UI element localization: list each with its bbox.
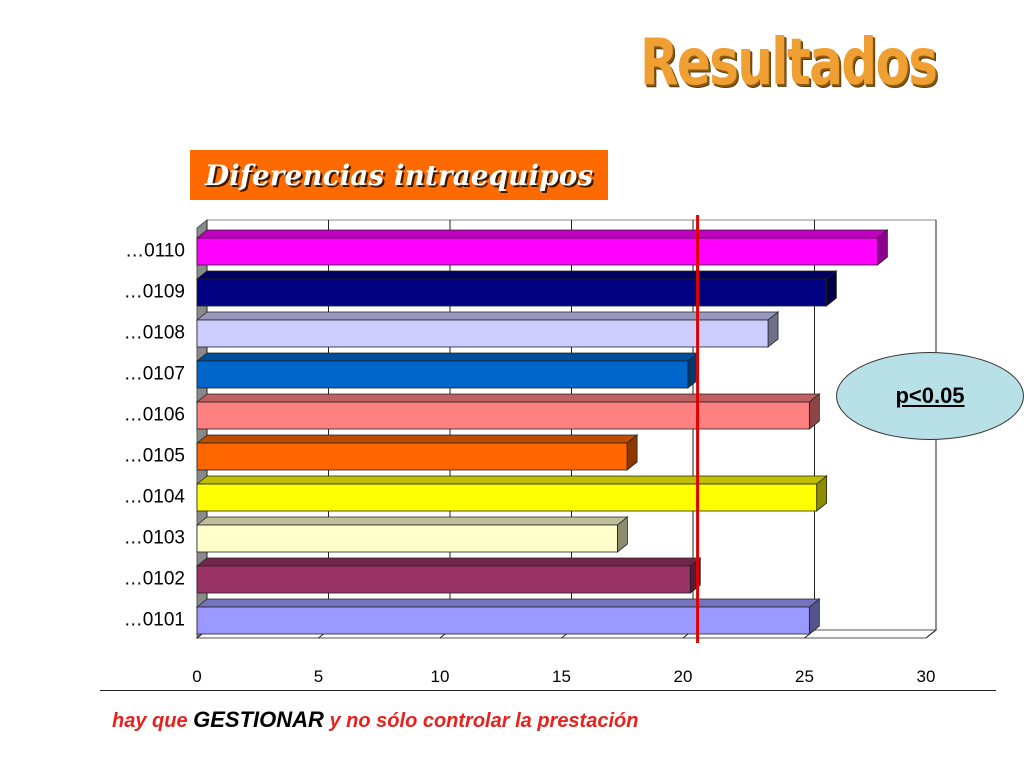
bar-top — [195, 270, 838, 280]
y-tick-label: …0103 — [124, 528, 185, 549]
bar-top — [195, 229, 889, 239]
bar-top — [195, 475, 828, 485]
y-tick-label: …0109 — [124, 282, 185, 303]
x-tick-label: 0 — [192, 667, 201, 686]
bar — [196, 401, 810, 430]
chart-subtitle: Diferencias intraequipos — [204, 158, 594, 192]
bar — [196, 565, 691, 594]
bar-top — [195, 434, 639, 444]
bar-top — [195, 557, 702, 567]
bar — [196, 278, 827, 307]
footer-text: hay que GESTIONAR y no sólo controlar la… — [112, 707, 638, 733]
x-tick-label: 10 — [431, 667, 450, 686]
y-tick-label: …0106 — [124, 405, 185, 426]
subtitle-box: Diferencias intraequipos — [190, 150, 608, 200]
bar-top — [195, 516, 629, 526]
bar — [196, 319, 769, 348]
y-tick-label: …0110 — [125, 241, 185, 262]
x-tick-label: 25 — [795, 667, 814, 686]
bar — [196, 237, 878, 266]
x-tick-label: 15 — [552, 667, 571, 686]
bar — [196, 360, 689, 389]
y-tick-label: …0102 — [124, 569, 185, 590]
bar-top — [195, 598, 821, 608]
significance-ellipse: p<0.05 — [836, 352, 1024, 440]
y-tick-label: …0108 — [124, 323, 185, 344]
y-tick-label: …0107 — [124, 364, 185, 385]
bar — [196, 524, 618, 553]
y-tick-label: …0101 — [124, 610, 185, 631]
gridline-floor — [925, 629, 937, 639]
x-tick-label: 30 — [917, 667, 936, 686]
bar — [196, 483, 818, 512]
y-tick-label: …0105 — [124, 446, 185, 467]
bar-top — [195, 352, 700, 362]
footer-part-1: hay que — [112, 710, 188, 732]
x-tick-label: 5 — [314, 667, 323, 686]
bar-top — [195, 311, 780, 321]
x-tick-label: 20 — [674, 667, 693, 686]
y-tick-label: …0104 — [124, 487, 186, 508]
footer-emphasis: GESTIONAR — [193, 707, 324, 732]
footer-divider — [100, 690, 996, 691]
bar — [196, 442, 628, 471]
footer-part-3: y no sólo controlar la prestación — [329, 710, 639, 732]
bar-top — [195, 393, 821, 403]
significance-label: p<0.05 — [895, 383, 965, 408]
bar — [196, 606, 810, 635]
